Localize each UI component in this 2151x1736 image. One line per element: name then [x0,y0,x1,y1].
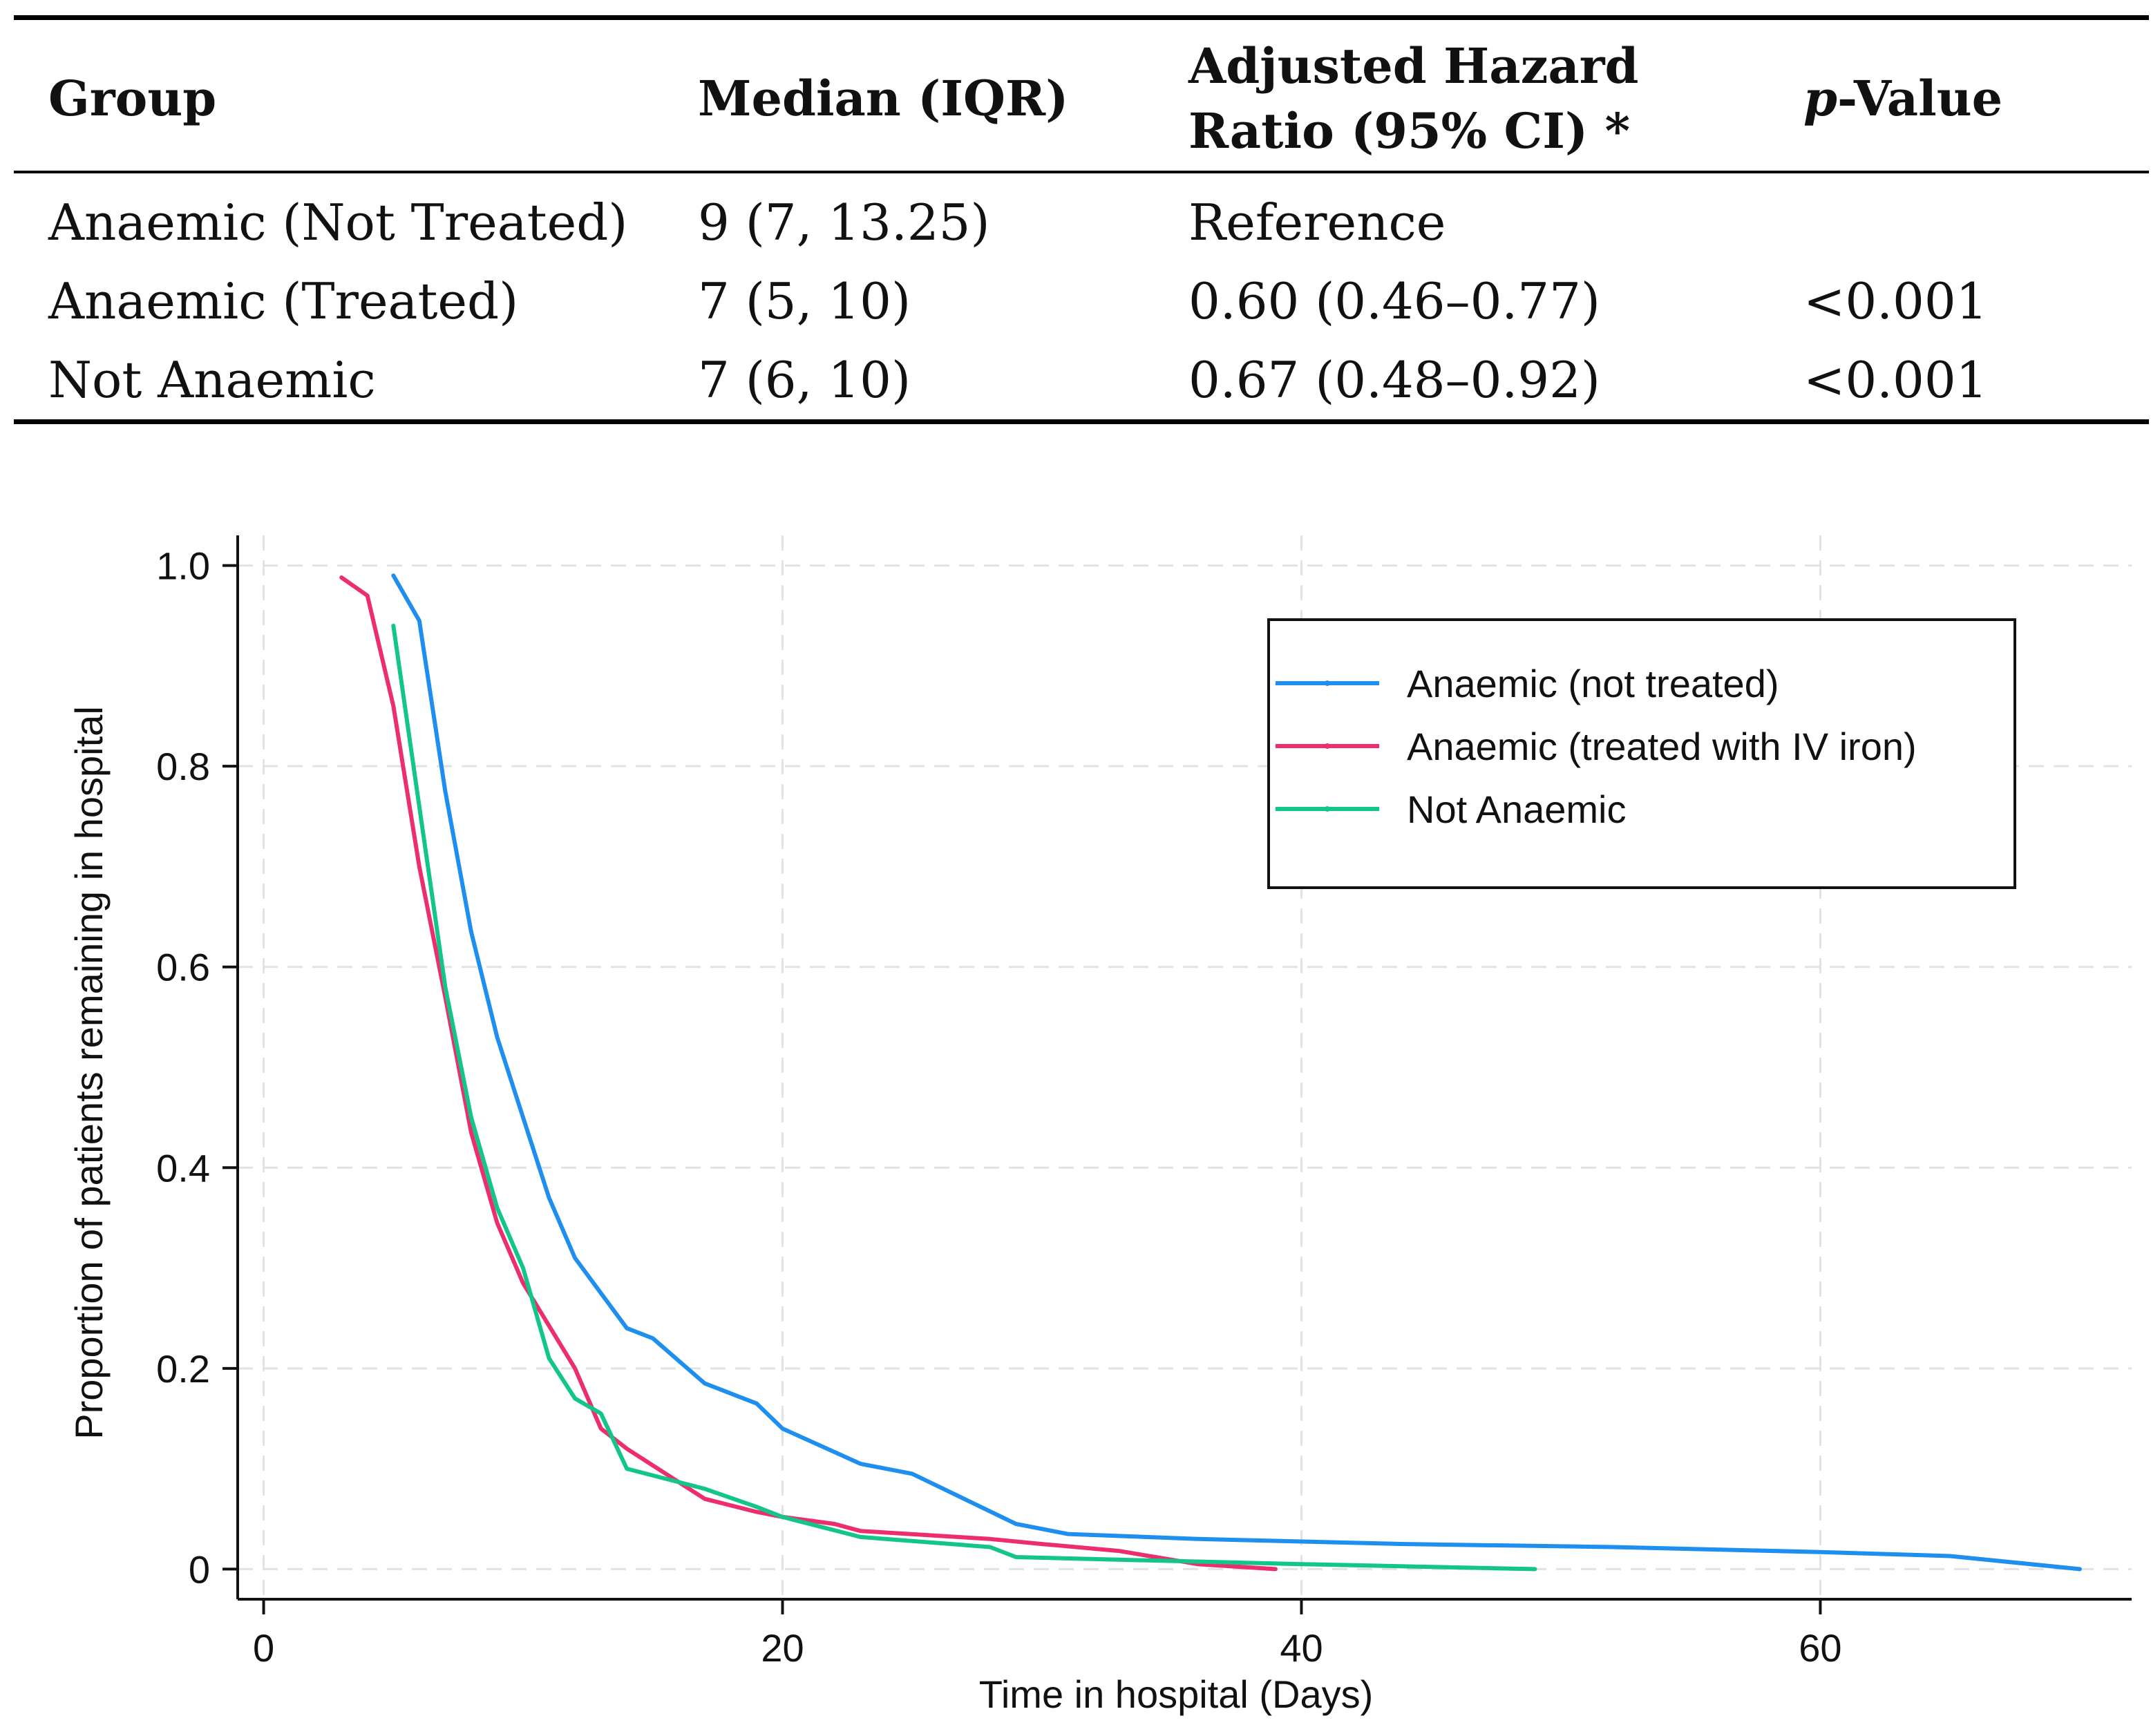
y-axis-label: Proportion of patients remaining in hosp… [67,706,111,1440]
cell-hazard-ratio: 0.67 (0.48–0.92) [1188,351,1601,409]
cell-group: Anaemic (Treated) [48,272,519,330]
y-tick-label: 0 [189,1547,210,1591]
x-tick-label: 60 [1799,1626,1841,1670]
x-tick-label: 40 [1280,1626,1323,1670]
header-hazard-ratio-line1: Adjusted Hazard [1188,37,1639,95]
cell-median: 7 (6, 10) [698,351,911,409]
x-tick-label: 20 [761,1626,804,1670]
table-header-row: Group Median (IQR) Adjusted Hazard Ratio… [14,17,2149,173]
cell-group: Not Anaemic [48,351,376,409]
y-tick-label: 0.6 [156,946,210,989]
legend-marker [1325,743,1330,749]
y-tick-label: 0.2 [156,1347,210,1391]
legend-box [1267,618,2016,889]
header-p-rest: -Value [1837,70,2003,127]
header-median: Median (IQR) [698,70,1069,127]
cell-hazard-ratio: Reference [1188,193,1446,251]
chart-svg: 0 20 40 60 0 0.2 0.4 0.6 0.8 1.0 Anaemic (not tre… [67,535,2132,1716]
table-row: Not Anaemic 7 (6, 10) 0.67 (0.48–0.92) <… [14,341,2149,422]
table-row: Anaemic (Treated) 7 (5, 10) 0.60 (0.46–0… [14,262,2149,341]
axis-layer: 0 20 40 60 0 0.2 0.4 0.6 0.8 1.0 [156,535,2132,1670]
legend-label: Anaemic (treated with IV iron) [1407,725,1917,768]
cell-hazard-ratio: 0.60 (0.46–0.77) [1188,272,1601,330]
header-hazard-ratio: Adjusted Hazard Ratio (95% CI) * [1154,18,1769,173]
header-p-value: p-Value [1769,18,2149,173]
cell-p-value: <0.001 [1803,351,1988,409]
cell-p-value [1769,172,2149,262]
y-tick-label: 1.0 [156,544,210,588]
x-axis-label: Time in hospital (Days) [979,1672,1374,1716]
results-table-container: Group Median (IQR) Adjusted Hazard Ratio… [14,15,2149,424]
legend-label: Not Anaemic [1407,788,1627,831]
survival-chart: 0 20 40 60 0 0.2 0.4 0.6 0.8 1.0 Anaemic (not tre… [0,511,2151,1736]
series-layer [339,573,2082,1572]
legend: Anaemic (not treated) Anaemic (treated wi… [1267,618,2016,889]
y-tick-label: 0.8 [156,745,210,788]
series-line-1 [391,573,2082,1572]
header-group: Group [48,70,217,127]
header-hazard-ratio-line2: Ratio (95% CI) * [1188,102,1631,160]
results-table: Group Median (IQR) Adjusted Hazard Ratio… [14,15,2149,424]
series-line-2 [339,575,1278,1572]
cell-median: 7 (5, 10) [698,272,911,330]
cell-p-value: <0.001 [1803,272,1988,330]
cell-group: Anaemic (Not Treated) [48,193,628,251]
series-line-3 [391,623,1537,1572]
legend-marker [1325,806,1330,812]
y-tick-label: 0.4 [156,1146,210,1190]
header-p-italic: p [1803,70,1837,127]
legend-label: Anaemic (not treated) [1407,662,1779,705]
x-tick-label: 0 [253,1626,274,1670]
cell-median: 9 (7, 13.25) [698,193,990,251]
legend-marker [1325,680,1330,686]
table-row: Anaemic (Not Treated) 9 (7, 13.25) Refer… [14,172,2149,262]
